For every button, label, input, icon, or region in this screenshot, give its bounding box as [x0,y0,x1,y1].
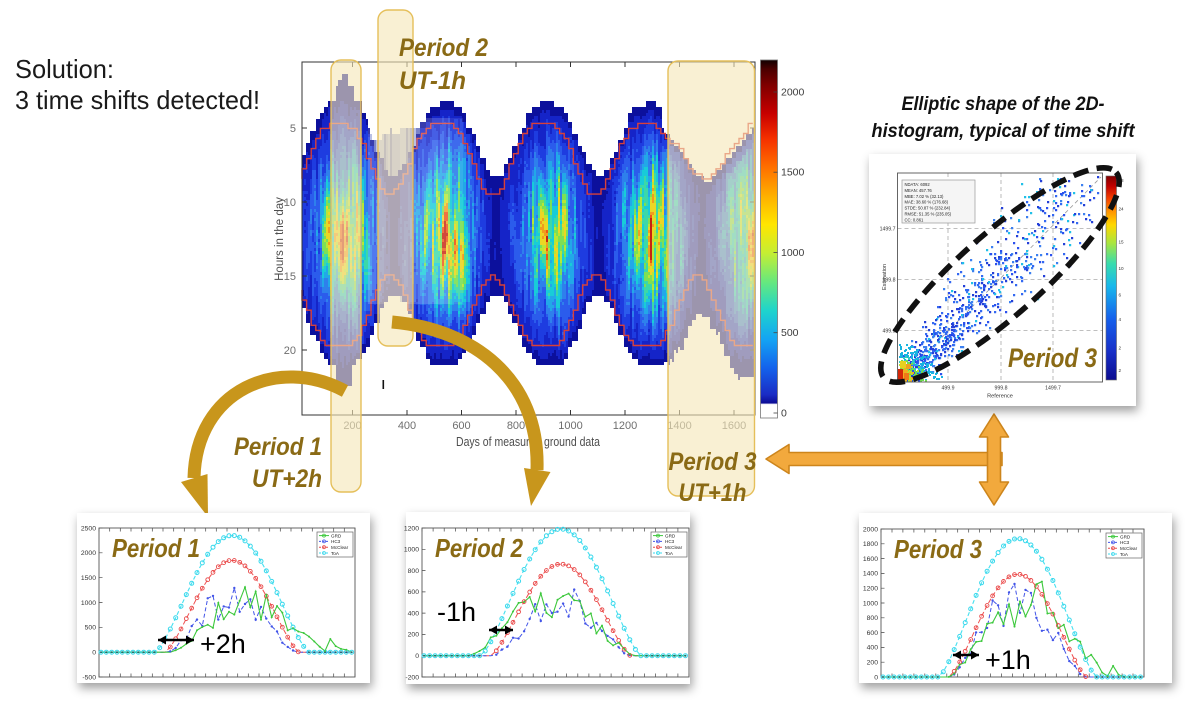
svg-text:Period 3: Period 3 [1008,343,1097,373]
svg-text:1000: 1000 [781,247,805,259]
svg-text:1499.7: 1499.7 [1045,386,1061,392]
svg-text:Estimation: Estimation [882,264,888,290]
svg-text:999.8: 999.8 [995,386,1008,392]
svg-text:GRD: GRD [331,533,342,538]
svg-text:NDATA: 6092: NDATA: 6092 [905,182,931,187]
svg-text:Period 1: Period 1 [112,533,200,563]
svg-text:2000: 2000 [863,526,878,533]
svg-text:500: 500 [781,327,799,339]
svg-text:UT+2h: UT+2h [252,465,322,493]
svg-text:600: 600 [452,420,470,432]
svg-text:600: 600 [408,589,420,596]
svg-text:1200: 1200 [404,525,419,532]
svg-text:2: 2 [1119,345,1122,350]
svg-text:McClear: McClear [1120,546,1138,551]
svg-text:2: 2 [1119,368,1122,373]
svg-text:MEAN: 457.76: MEAN: 457.76 [905,188,933,193]
svg-text:0: 0 [781,408,787,420]
svg-text:HC3: HC3 [665,539,675,544]
svg-text:1600: 1600 [863,556,878,563]
svg-text:histogram, typical of time shi: histogram, typical of time shift [872,120,1136,142]
svg-text:999.8: 999.8 [883,278,896,284]
svg-text:-200: -200 [405,674,419,681]
svg-text:800: 800 [867,615,879,622]
svg-text:4: 4 [1119,317,1122,322]
svg-text:800: 800 [408,568,420,575]
svg-text:6: 6 [1119,292,1122,297]
svg-text:0: 0 [874,674,878,681]
svg-text:HC3: HC3 [1120,540,1130,545]
svg-text:GRD: GRD [1120,534,1131,539]
svg-text:1499.7: 1499.7 [880,227,896,233]
svg-text:1500: 1500 [81,575,96,582]
svg-text:Period 3: Period 3 [669,448,757,476]
svg-text:1000: 1000 [81,600,96,607]
svg-text:200: 200 [408,632,420,639]
svg-text:1200: 1200 [613,420,637,432]
svg-text:499.9: 499.9 [883,329,896,335]
svg-text:600: 600 [867,630,879,637]
svg-text:400: 400 [408,610,420,617]
svg-text:2500: 2500 [81,525,96,532]
svg-text:2000: 2000 [781,87,805,99]
svg-text:Elliptic shape of the 2D-: Elliptic shape of the 2D- [902,93,1105,115]
svg-text:1200: 1200 [863,586,878,593]
svg-text:+2h: +2h [200,629,246,659]
svg-text:10: 10 [284,197,296,209]
svg-text:2000: 2000 [81,550,96,557]
svg-text:1800: 1800 [863,541,878,548]
svg-text:McClear: McClear [665,545,683,550]
svg-text:1500: 1500 [781,167,805,179]
svg-text:20: 20 [284,345,296,357]
svg-text:5: 5 [290,123,296,135]
svg-text:400: 400 [867,645,879,652]
svg-text:ToA: ToA [1120,552,1129,557]
svg-text:1000: 1000 [404,547,419,554]
svg-text:10: 10 [1119,266,1125,271]
svg-text:UT+1h: UT+1h [679,479,747,507]
svg-text:24: 24 [1119,207,1125,212]
svg-text:1400: 1400 [863,571,878,578]
svg-text:15: 15 [284,271,296,283]
svg-text:15: 15 [1119,239,1125,244]
svg-text:1000: 1000 [558,420,582,432]
svg-text:0: 0 [92,649,96,656]
svg-text:GRD: GRD [665,533,676,538]
svg-text:McClear: McClear [331,545,349,550]
svg-text:UT-1h: UT-1h [399,67,466,95]
svg-text:Solution:: Solution: [15,54,114,84]
svg-text:MAE: 38.60 % (176.68): MAE: 38.60 % (176.68) [905,200,949,205]
svg-text:Period 1: Period 1 [234,433,322,461]
svg-text:Reference: Reference [987,394,1013,400]
svg-text:800: 800 [507,420,525,432]
svg-text:MBE: 7.02 % (32.13): MBE: 7.02 % (32.13) [905,194,944,199]
svg-text:3 time shifts detected!: 3 time shifts detected! [15,85,260,115]
svg-text:ToA: ToA [331,551,340,556]
svg-text:499.9: 499.9 [942,386,955,392]
svg-text:RMSE: 51.35 % (235.05): RMSE: 51.35 % (235.05) [905,212,952,217]
svg-text:1000: 1000 [863,600,878,607]
svg-text:ToA: ToA [665,551,674,556]
svg-text:Hours in the day: Hours in the day [274,197,286,281]
svg-text:+1h: +1h [985,645,1031,675]
svg-text:400: 400 [398,420,416,432]
svg-text:200: 200 [867,660,879,667]
svg-text:-500: -500 [82,674,96,681]
svg-text:HC3: HC3 [331,539,341,544]
svg-text:-1h: -1h [437,597,476,627]
svg-text:Period 2: Period 2 [435,533,523,563]
svg-text:STDE: 50.87 % (232.84): STDE: 50.87 % (232.84) [905,206,951,211]
svg-text:0: 0 [415,653,419,660]
svg-text:Period 2: Period 2 [399,34,488,62]
svg-text:CC: 0.861: CC: 0.861 [905,217,925,222]
svg-text:Period 3: Period 3 [894,534,982,564]
svg-text:500: 500 [85,625,97,632]
svg-text:Days of measured ground data: Days of measured ground data [456,434,601,449]
